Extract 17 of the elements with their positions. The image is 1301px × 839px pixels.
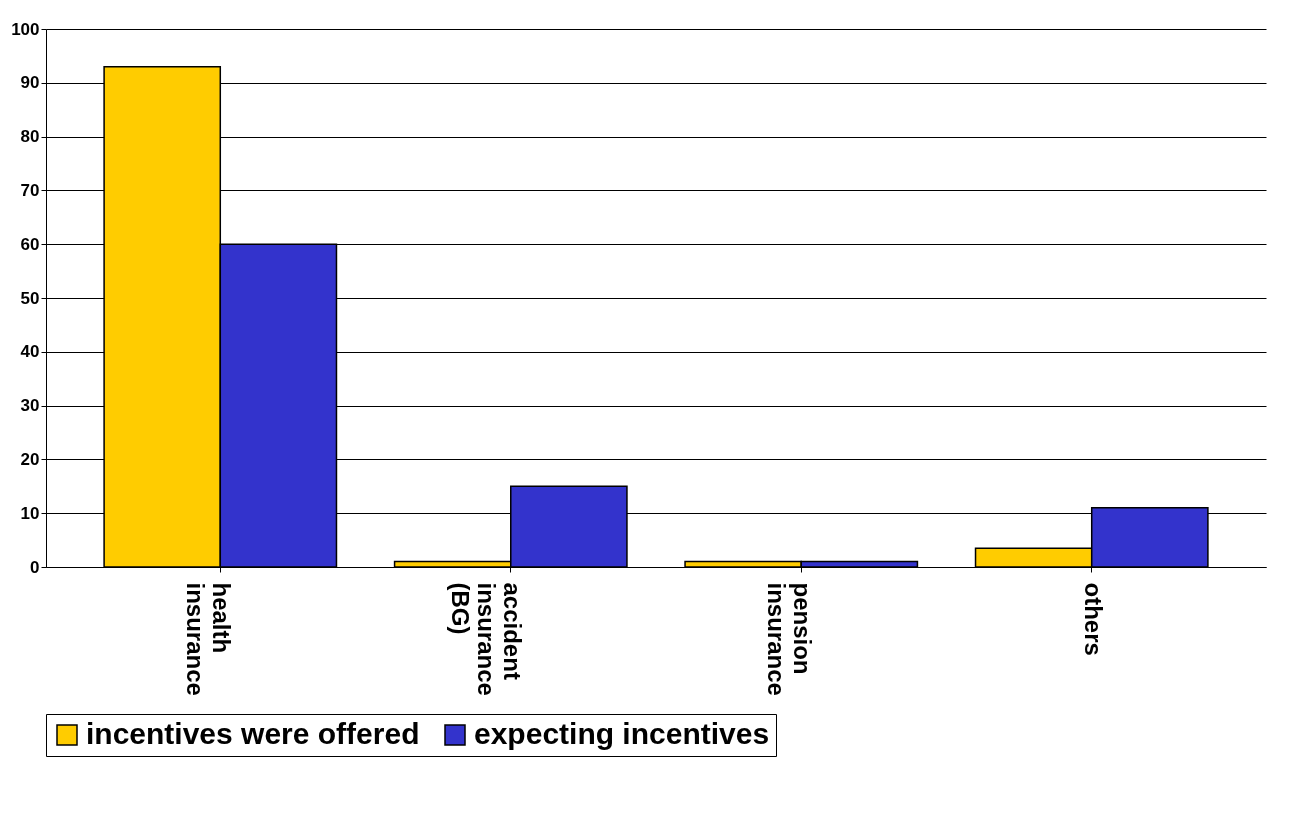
y-tick-label: 60 (20, 234, 40, 254)
y-tick-label: 10 (20, 503, 40, 523)
x-tick-label: pension insurance (763, 582, 817, 696)
legend-label: incentives were offered (86, 717, 420, 750)
x-tick-label: accident insurance (BG) (446, 582, 526, 696)
y-tick-label: 100 (11, 19, 40, 39)
y-tick-label: 20 (20, 449, 40, 469)
legend-label: expecting incentives (474, 717, 770, 750)
y-tick-label: 30 (20, 396, 40, 416)
y-tick-label: 70 (20, 180, 40, 200)
y-tick-label: 0 (30, 557, 40, 577)
y-tick-label: 40 (20, 342, 40, 362)
y-tick-label: 90 (20, 73, 40, 93)
x-tick-label: health insurance (182, 582, 236, 696)
y-tick-label: 80 (20, 127, 40, 147)
x-tick-label: others (1079, 582, 1107, 656)
y-tick-label: 50 (20, 288, 40, 308)
